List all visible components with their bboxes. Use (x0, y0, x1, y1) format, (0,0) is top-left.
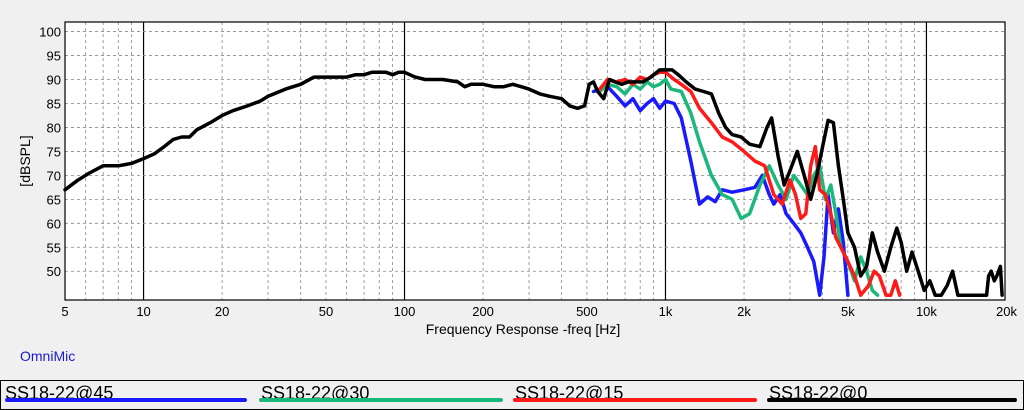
series-lines (63, 68, 1004, 297)
legend-swatch (259, 398, 503, 402)
legend-swatch (5, 398, 247, 402)
legend-swatch (513, 398, 757, 402)
y-tick-label: 55 (47, 240, 61, 255)
y-tick-label: 65 (47, 192, 61, 207)
x-tick-label: 5k (841, 304, 855, 319)
y-tick-label: 85 (47, 96, 61, 111)
y-tick-label: 60 (47, 216, 61, 231)
x-tick-label: 1k (659, 304, 673, 319)
plot-frame (64, 21, 1006, 301)
x-tick-label: 500 (576, 304, 598, 319)
x-tick-labels: 5 10 20 50 100 200 500 1k 2k 5k 10k 20k (61, 304, 1017, 319)
x-tick-label: 20k (996, 304, 1017, 319)
legend-swatch (767, 398, 1017, 402)
x-tick-label: 5 (61, 304, 68, 319)
series-line-ss18-22-0 (63, 68, 1004, 297)
y-tick-label: 50 (47, 264, 61, 279)
frequency-response-chart: 50 55 60 65 70 75 80 85 90 95 100 5 10 20 50 100 200 500… (17, 21, 1017, 337)
x-tick-label: 10 (136, 304, 150, 319)
legend-item-ss18-22-0: SS18-22@0 (765, 381, 1021, 409)
x-tick-label: 10k (916, 304, 937, 319)
y-tick-label: 75 (47, 144, 61, 159)
y-tick-label: 95 (47, 49, 61, 64)
y-tick-label: 70 (47, 168, 61, 183)
y-tick-label: 80 (47, 120, 61, 135)
legend-item-ss18-22-30: SS18-22@30 (257, 381, 509, 409)
x-axis-title: Frequency Response -freq [Hz] (426, 321, 621, 337)
series-line-ss18-22-30 (598, 77, 880, 297)
x-tick-label: 100 (394, 304, 416, 319)
legend-item-ss18-22-45: SS18-22@45 (1, 381, 253, 409)
y-tick-label: 100 (39, 25, 61, 40)
legend-item-ss18-22-15: SS18-22@15 (511, 381, 763, 409)
y-tick-label: 90 (47, 73, 61, 88)
plot-area (65, 22, 1005, 300)
series-line-ss18-22-45 (591, 84, 850, 297)
x-tick-label: 50 (319, 304, 333, 319)
y-axis-title: [dBSPL] (17, 135, 33, 186)
app-name-label: OmniMic (20, 348, 76, 364)
legend: SS18-22@45 SS18-22@30 SS18-22@15 SS18-22… (0, 380, 1024, 410)
x-tick-label: 2k (737, 304, 751, 319)
x-tick-label: 200 (472, 304, 494, 319)
y-tick-labels: 50 55 60 65 70 75 80 85 90 95 100 (39, 25, 61, 280)
x-tick-label: 20 (215, 304, 229, 319)
